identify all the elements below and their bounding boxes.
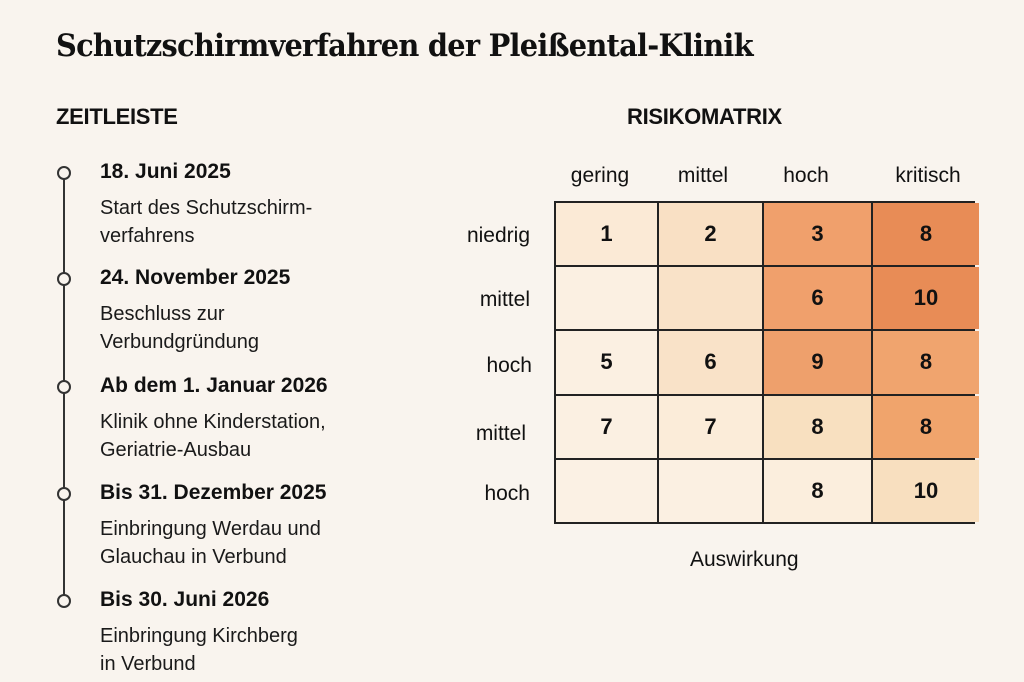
description-line: Glauchau in Verbund xyxy=(100,546,287,568)
column-label: gering xyxy=(570,164,630,187)
matrix-cell: 8 xyxy=(873,395,979,458)
timeline-description: Klinik ohne Kinderstation, Geriatrie-Aus… xyxy=(100,408,326,464)
column-label: mittel xyxy=(677,164,729,187)
timeline-heading: ZEITLEISTE xyxy=(56,104,178,129)
matrix-cell: 8 xyxy=(764,459,871,522)
matrix-cell: 6 xyxy=(764,267,871,330)
timeline-node-icon xyxy=(57,166,71,180)
row-label: mittel xyxy=(479,288,530,311)
column-label: hoch xyxy=(783,164,829,187)
matrix-heading: RISIKOMATRIX xyxy=(627,104,782,129)
row-label: hoch xyxy=(484,482,530,505)
timeline-description: Einbringung Kirchberg in Verbund xyxy=(100,622,298,678)
timeline-node-icon xyxy=(57,594,71,608)
row-label: niedrig xyxy=(466,224,530,247)
timeline-description: Start des Schutzschirm- verfahrens xyxy=(100,194,312,250)
column-label: kritisch xyxy=(895,164,961,187)
timeline: 18. Juni 2025 Start des Schutzschirm- ve… xyxy=(56,160,416,680)
description-line: Geriatrie-Ausbau xyxy=(100,439,252,461)
matrix-cell: 7 xyxy=(556,395,657,458)
timeline-node-icon xyxy=(57,272,71,286)
timeline-description: Einbringung Werdau und Glauchau in Verbu… xyxy=(100,515,321,571)
matrix-cell: 5 xyxy=(556,331,657,394)
matrix-cell xyxy=(659,459,762,522)
matrix-cell: 10 xyxy=(873,267,979,330)
matrix-cell: 6 xyxy=(659,331,762,394)
description-line: Verbundgründung xyxy=(100,331,260,353)
description-line: verfahrens xyxy=(100,225,195,247)
matrix-cell: 2 xyxy=(659,203,762,266)
matrix-cell: 3 xyxy=(764,203,871,266)
description-line: in Verbund xyxy=(100,653,196,675)
timeline-date: Ab dem 1. Januar 2026 xyxy=(100,374,328,397)
description-line: Einbringung Kirchberg xyxy=(100,625,298,647)
matrix-cell xyxy=(556,459,657,522)
description-line: Start des Schutzschirm- xyxy=(100,197,313,219)
matrix-cell: 10 xyxy=(873,459,979,522)
description-line: Beschluss zur xyxy=(100,303,225,325)
timeline-date: Bis 31. Dezember 2025 xyxy=(100,481,327,504)
risk-matrix: 1 2 3 8 6 10 5 6 9 8 7 7 8 8 8 10 xyxy=(554,201,979,524)
timeline-date: Bis 30. Juni 2026 xyxy=(100,588,270,611)
timeline-node-icon xyxy=(57,487,71,501)
row-label: mittel xyxy=(475,422,526,445)
matrix-cell: 1 xyxy=(556,203,657,266)
timeline-node-icon xyxy=(57,380,71,394)
timeline-date: 18. Juni 2025 xyxy=(100,160,231,183)
matrix-cell: 8 xyxy=(764,395,871,458)
matrix-cell: 8 xyxy=(873,331,979,394)
timeline-description: Beschluss zur Verbundgründung xyxy=(100,300,259,356)
matrix-cell xyxy=(659,267,762,330)
matrix-cell: 8 xyxy=(873,203,979,266)
row-label: hoch xyxy=(486,354,532,377)
timeline-date: 24. November 2025 xyxy=(100,266,291,289)
page-title: Schutzschirmverfahren der Pleißental-Kli… xyxy=(56,28,754,64)
matrix-cell: 7 xyxy=(659,395,762,458)
description-line: Einbringung Werdau und xyxy=(100,518,321,540)
description-line: Klinik ohne Kinderstation, xyxy=(100,411,326,433)
matrix-cell xyxy=(556,267,657,330)
x-axis-label: Auswirkung xyxy=(690,548,799,571)
matrix-cell: 9 xyxy=(764,331,871,394)
